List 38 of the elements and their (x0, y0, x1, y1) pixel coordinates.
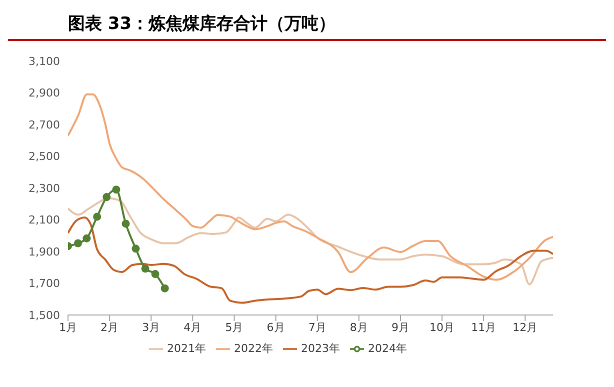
x-tick-label: 9月 (391, 320, 410, 334)
x-tick-label: 3月 (142, 320, 160, 334)
x-tick-label: 5月 (225, 320, 244, 334)
legend-label: 2024年 (368, 342, 407, 355)
point (132, 244, 140, 253)
point (151, 270, 160, 278)
chart-title: 图表 33：炼焦煤库存合计（万吨） (8, 8, 606, 41)
point (93, 212, 102, 221)
x-tick-label: 11月 (471, 320, 496, 334)
x-tick-label: 2月 (100, 320, 119, 334)
point (141, 264, 150, 273)
legend-label: 2021年 (167, 342, 206, 355)
line-series (68, 216, 553, 304)
point (82, 234, 91, 242)
x-tick-label: 1月 (59, 320, 77, 334)
x-tick-label: 7月 (308, 320, 326, 334)
x-tick-label: 12月 (512, 320, 538, 334)
legend-label: 2023年 (301, 342, 340, 355)
y-tick-label: 1,500 (28, 308, 60, 322)
point (74, 239, 82, 248)
y-tick-label: 2,100 (28, 214, 60, 227)
y-tick-label: 2,500 (28, 150, 60, 164)
y-tick-label: 2,900 (28, 86, 60, 100)
line-series (68, 93, 553, 281)
y-tick-label: 1,900 (28, 245, 60, 258)
x-tick-label: 4月 (184, 320, 202, 334)
point (102, 193, 111, 202)
x-tick-label: 6月 (266, 320, 285, 334)
point (112, 186, 120, 194)
y-tick-label: 1,700 (28, 277, 60, 290)
point (160, 284, 169, 292)
x-tick-label: 10月 (430, 320, 455, 334)
y-tick-label: 2,700 (28, 118, 60, 132)
legend-label: 2022年 (234, 342, 273, 355)
y-tick-label: 3,100 (28, 54, 60, 68)
y-tick-label: 2,300 (28, 182, 60, 195)
x-tick-label: 8月 (350, 320, 368, 334)
point (122, 220, 130, 228)
